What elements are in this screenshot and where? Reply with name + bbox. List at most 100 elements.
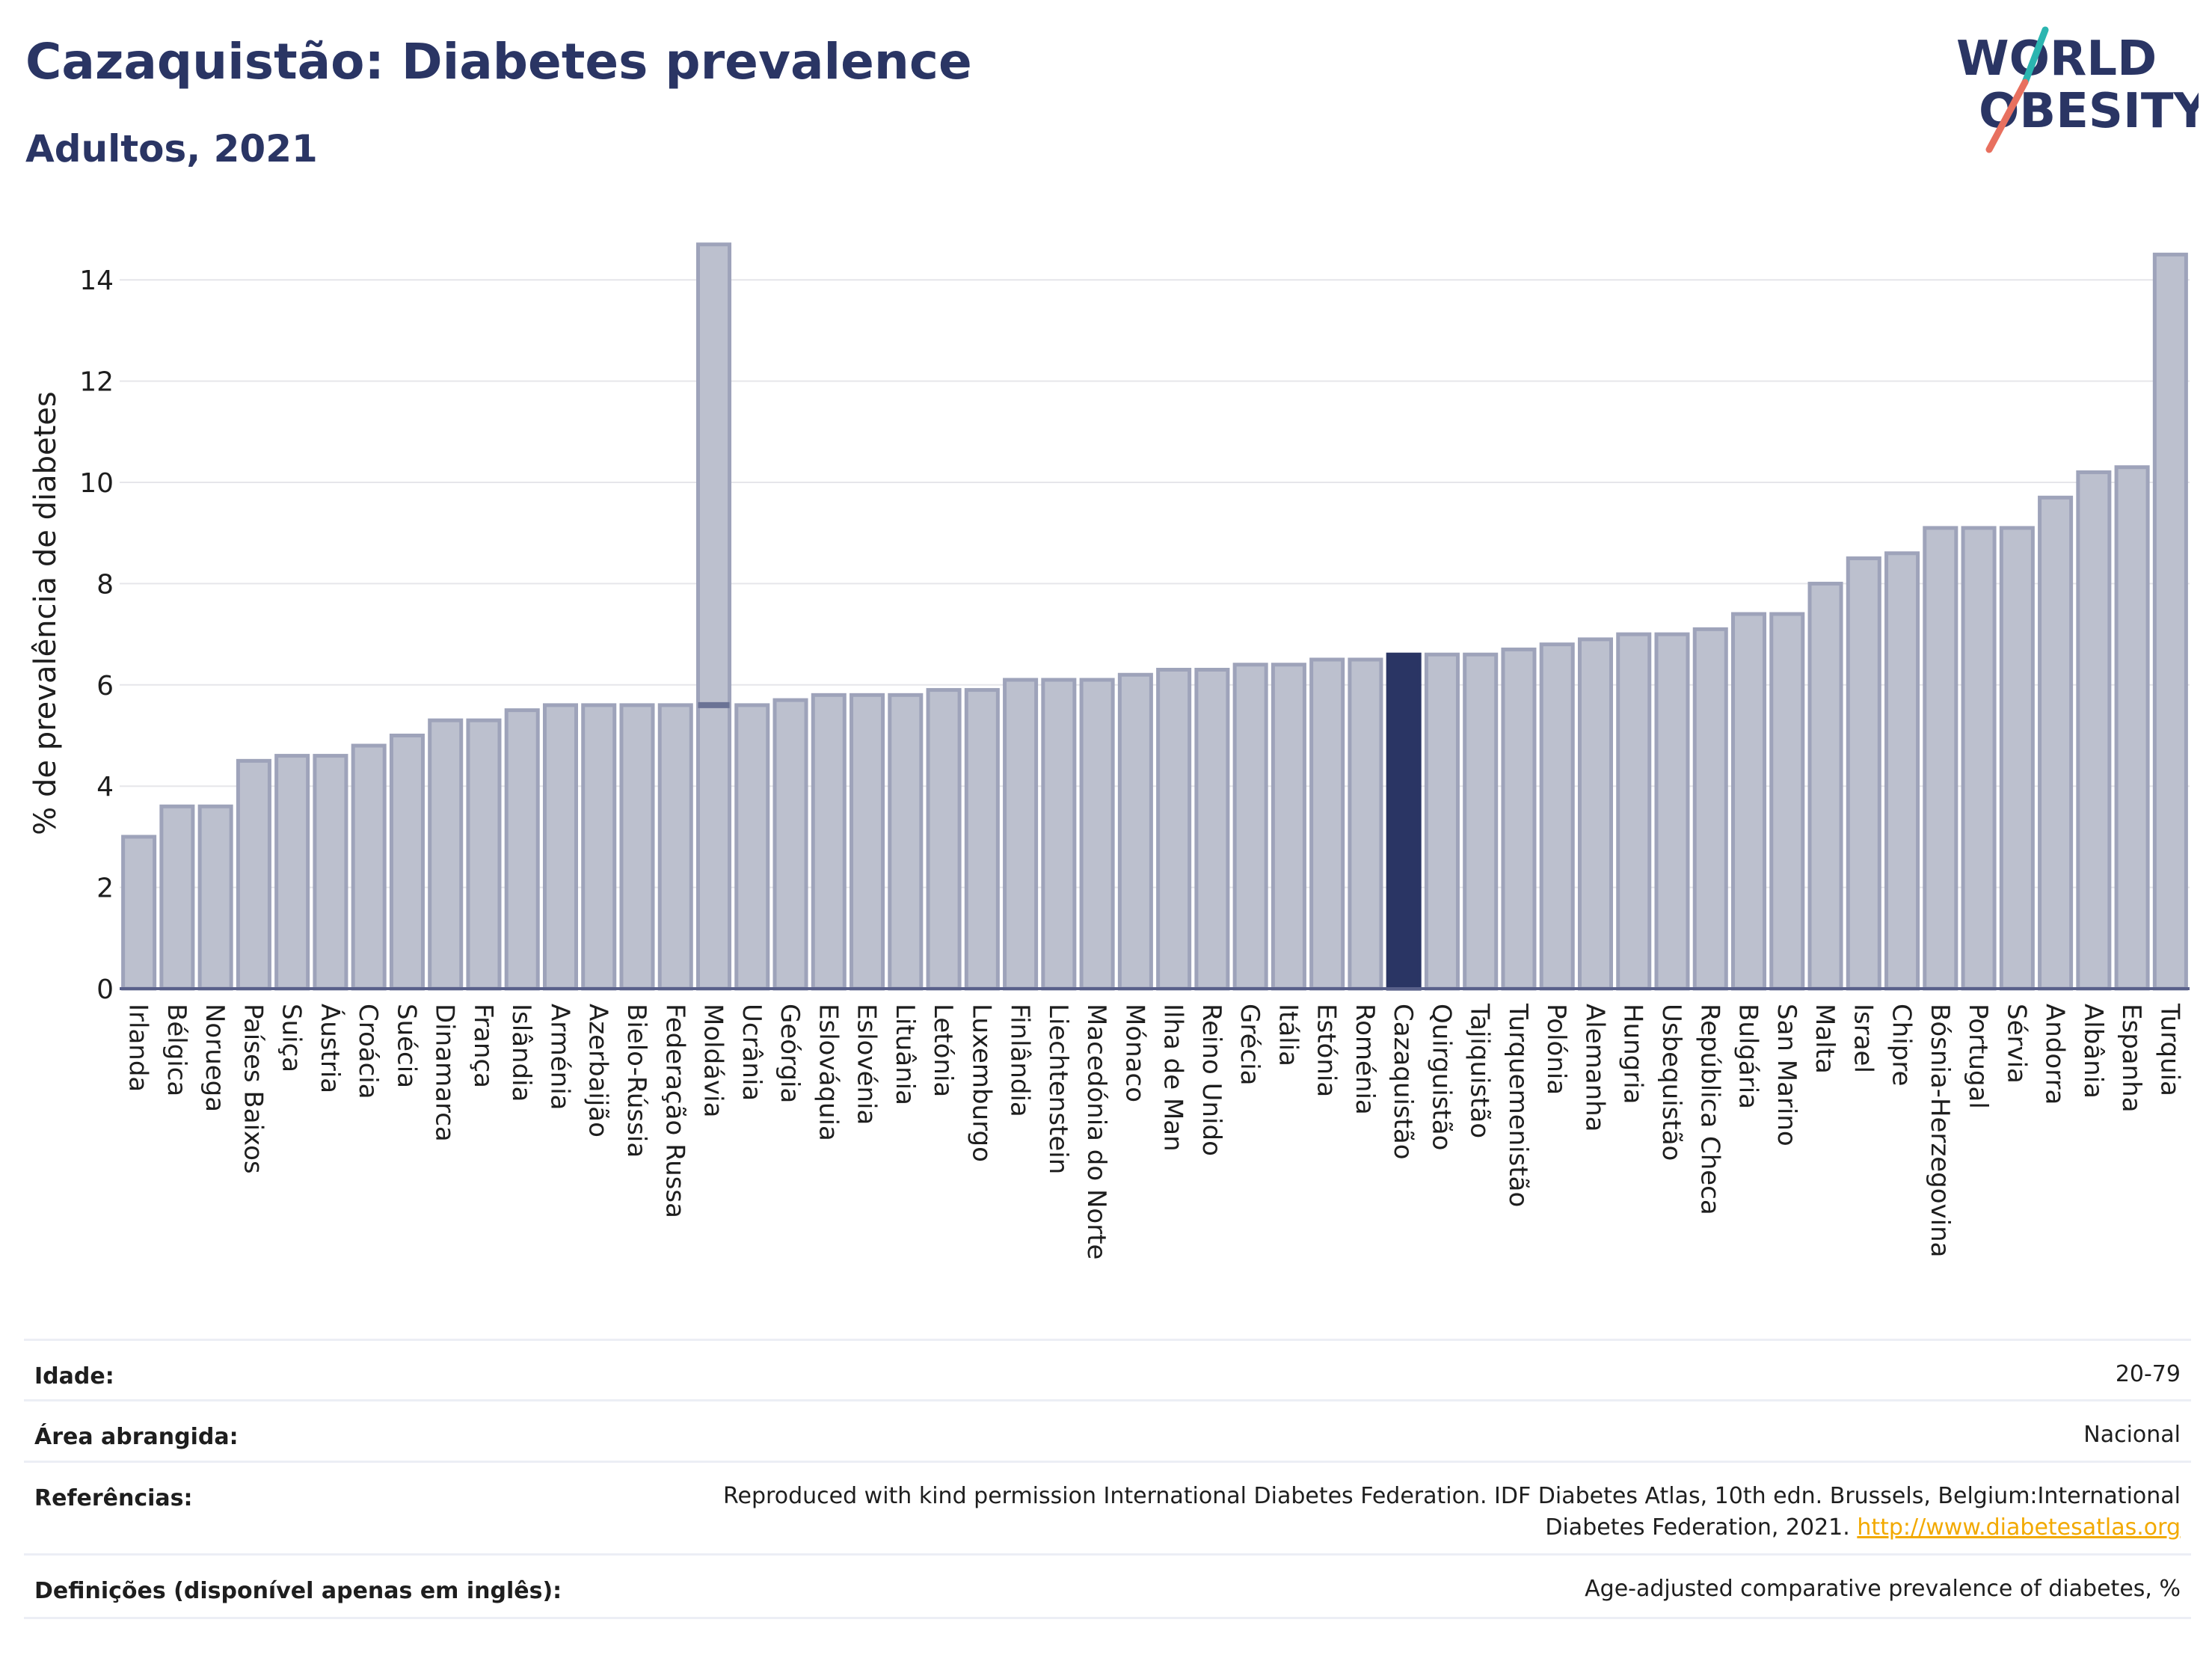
bar-Portugal — [1961, 526, 1997, 991]
meta-label-area: Área abrangida: — [34, 1424, 239, 1450]
bar-Roménia — [1348, 657, 1383, 991]
x-tick-label: Bélgica — [162, 1004, 191, 1096]
bar-Liechtenstein — [1041, 678, 1077, 991]
bar-Islândia — [504, 708, 540, 991]
bar-Espanha — [2114, 465, 2150, 991]
bar-Sérvia — [1999, 526, 2035, 991]
x-tick-label: Arménia — [544, 1004, 574, 1111]
bar-Israel — [1846, 556, 1881, 991]
x-tick-label: Albânia — [2078, 1004, 2108, 1099]
bar-chart: 0 2 4 6 8 10 12 14 Irlanda Bélgica Noruega Países … — [28, 242, 2190, 1259]
x-tick-label: Moldávia — [698, 1004, 728, 1117]
x-tick-label: França — [468, 1004, 498, 1088]
bar-Turquia — [2152, 252, 2188, 991]
x-tick-label: Quirguistão — [1426, 1004, 1456, 1150]
x-tick-label: Islândia — [506, 1004, 536, 1102]
x-tick-label: Macedónia do Norte — [1081, 1004, 1111, 1259]
x-tick-label: Grécia — [1235, 1004, 1265, 1085]
chart-title: Cazaquistão: Diabetes prevalence — [25, 33, 972, 90]
x-tick-label: Suécia — [391, 1004, 421, 1088]
bar-Quirguistão — [1424, 652, 1460, 991]
x-tick-label: Letónia — [928, 1004, 958, 1097]
bar-Mónaco — [1117, 672, 1153, 991]
bar-Países Baixos — [236, 758, 271, 991]
bar-Irlanda — [121, 835, 157, 991]
x-tick-label: Chipre — [1887, 1004, 1917, 1086]
x-tick-label: Hungria — [1618, 1004, 1648, 1105]
x-tick-label: Geórgia — [775, 1004, 805, 1103]
x-tick-label: Israel — [1848, 1004, 1878, 1073]
logo-graphic: WORLD OBESITY — [1956, 26, 2208, 153]
references-line2: Diabetes Federation, 2021. http://www.di… — [723, 1512, 2181, 1544]
x-tick-label: Federação Russa — [660, 1004, 689, 1218]
bar-Bielo-Rússia — [619, 703, 655, 991]
meta-row-references: Referências: Reproduced with kind permis… — [24, 1461, 2191, 1556]
bar-San Marino — [1769, 612, 1805, 991]
diabetesatlas-link[interactable]: http://www.diabetesatlas.org — [1857, 1514, 2181, 1541]
x-tick-label: Sérvia — [2001, 1004, 2031, 1084]
x-tick-label: San Marino — [1772, 1004, 1801, 1146]
bar-Bósnia-Herzegovina — [1923, 526, 1958, 991]
bar-Albânia — [2076, 470, 2112, 991]
y-tick-label: 12 — [79, 367, 114, 398]
x-tick-label: Andorra — [2040, 1004, 2070, 1105]
x-tick-label: Países Baixos — [238, 1004, 268, 1174]
bar-Azerbaijão — [581, 703, 617, 991]
x-tick-label: Reino Unido — [1196, 1004, 1226, 1156]
meta-row-definitions: Definições (disponível apenas em inglês)… — [24, 1553, 2191, 1619]
bar-Áustria — [313, 754, 348, 991]
x-tick-label: Croácia — [353, 1004, 383, 1099]
x-tick-label: Ilha de Man — [1158, 1004, 1188, 1152]
meta-value-definitions: Age-adjusted comparative prevalence of d… — [1585, 1576, 2181, 1602]
x-tick-label: Portugal — [1963, 1004, 1993, 1109]
x-tick-label: Liechtenstein — [1043, 1004, 1073, 1174]
x-tick-label: Bielo-Rússia — [621, 1004, 651, 1158]
world-obesity-logo: WORLD OBESITY — [1944, 22, 2208, 157]
x-tick-label: Bósnia-Herzegovina — [1925, 1004, 1955, 1258]
logo-teal-stroke — [2021, 26, 2049, 86]
bar-Arménia — [542, 703, 578, 991]
bar-Macedónia do Norte — [1079, 678, 1115, 991]
bar-Finlândia — [1003, 678, 1039, 991]
x-tick-label: Polónia — [1541, 1004, 1571, 1095]
y-axis-ticks: 0 2 4 6 8 10 12 14 — [79, 265, 114, 1005]
x-tick-label: Roménia — [1350, 1004, 1380, 1115]
x-tick-label: Eslovénia — [852, 1004, 882, 1125]
x-tick-label: Dinamarca — [430, 1004, 460, 1142]
meta-row-age: Idade: 20-79 — [24, 1339, 2191, 1401]
y-tick-label: 4 — [96, 772, 114, 802]
meta-value-age: 20-79 — [2115, 1361, 2181, 1387]
logo-coral-stroke — [1985, 79, 2029, 153]
bar-Reino Unido — [1194, 667, 1230, 991]
bar-França — [466, 718, 502, 991]
references-line1: Reproduced with kind permission Internat… — [723, 1483, 2181, 1509]
bar-Cazaquistão — [1386, 652, 1422, 991]
bar-Estónia — [1309, 657, 1345, 991]
bar-Lituânia — [888, 693, 924, 991]
bar-República Checa — [1692, 627, 1728, 991]
x-axis-labels: Irlanda Bélgica Noruega Países Baixos Suiça Á… — [123, 1003, 2185, 1259]
x-tick-label: Malta — [1810, 1004, 1840, 1074]
chart-subtitle: Adultos, 2021 — [25, 127, 318, 171]
bar-Suiça — [274, 754, 310, 991]
x-tick-label: Cazaquistão — [1388, 1004, 1418, 1160]
meta-value-area: Nacional — [2083, 1422, 2181, 1448]
x-tick-label: Espanha — [2116, 1004, 2146, 1113]
bar-Alemanha — [1577, 637, 1613, 991]
meta-label-references: Referências: — [34, 1485, 193, 1511]
bar-Hungria — [1616, 632, 1652, 991]
bar-Chipre — [1884, 551, 1920, 991]
x-tick-label: Bulgária — [1733, 1004, 1763, 1109]
x-tick-label: Finlândia — [1005, 1004, 1035, 1117]
bar-Dinamarca — [428, 718, 464, 991]
bar-Tajiquistão — [1463, 652, 1499, 991]
bar-Andorra — [2038, 495, 2074, 991]
x-tick-label: Irlanda — [123, 1004, 153, 1092]
x-tick-label: Lituânia — [890, 1004, 920, 1105]
bar-Moldávia — [696, 242, 732, 991]
bar-Polónia — [1539, 642, 1575, 991]
x-tick-label: Eslováquia — [813, 1004, 843, 1141]
logo-line1: WORLD — [1956, 31, 2157, 87]
bar-Grécia — [1232, 663, 1268, 991]
bar-Turquemenistão — [1501, 647, 1537, 991]
